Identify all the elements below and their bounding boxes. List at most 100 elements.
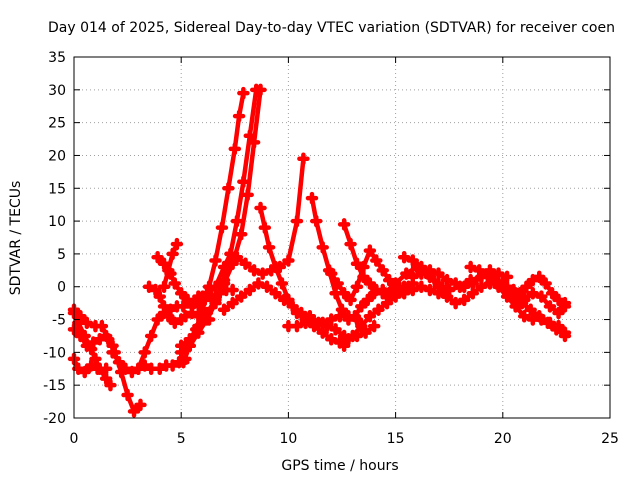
data-point-marker: [241, 188, 254, 202]
data-point-marker: [254, 201, 267, 215]
data-point-marker: [325, 313, 338, 326]
data-point-marker: [526, 287, 540, 300]
data-point-marker: [344, 237, 357, 251]
data-series: [67, 83, 572, 418]
data-point-marker: [89, 352, 102, 366]
data-point-marker: [209, 254, 222, 267]
series-arc-7: [142, 280, 216, 330]
data-point-marker: [378, 287, 392, 300]
data-point-marker: [157, 257, 171, 271]
plot-frame: [73, 56, 611, 419]
data-point-marker: [102, 332, 115, 346]
data-point-marker: [337, 339, 351, 353]
data-point-marker: [230, 214, 244, 228]
data-point-marker: [500, 270, 514, 284]
y-tick-label: 15: [48, 181, 66, 197]
data-point-marker: [361, 293, 374, 307]
data-point-marker: [226, 283, 239, 297]
data-point-marker: [168, 277, 182, 290]
data-point-marker: [457, 280, 471, 293]
data-point-marker: [258, 221, 272, 234]
data-point-marker: [226, 257, 239, 271]
data-point-marker: [104, 378, 117, 392]
series-line: [161, 241, 180, 289]
data-point-marker: [174, 287, 188, 300]
data-point-marker: [209, 293, 222, 307]
data-point-marker: [355, 319, 368, 333]
data-point-marker: [359, 326, 372, 339]
data-point-marker: [119, 362, 132, 376]
data-point-marker: [80, 316, 94, 330]
data-point-marker: [520, 280, 533, 293]
data-point-marker: [475, 280, 488, 293]
data-point-marker: [558, 326, 572, 339]
data-point-marker: [112, 355, 126, 369]
data-point-marker: [237, 175, 250, 188]
data-point-marker: [157, 300, 171, 313]
data-point-marker: [432, 280, 445, 293]
data-point-marker: [247, 264, 261, 277]
data-point-marker: [415, 280, 428, 293]
data-point-marker: [524, 303, 537, 316]
y-tick-label: -5: [52, 313, 66, 329]
data-point-marker: [134, 398, 147, 412]
data-point-marker: [162, 264, 175, 277]
data-point-marker: [166, 359, 179, 372]
y-axis-label: SDTVAR / TECUs: [8, 181, 24, 296]
series-arc-26: [509, 287, 572, 320]
data-point-marker: [121, 388, 134, 402]
data-point-marker: [282, 293, 295, 307]
data-point-marker: [342, 313, 355, 326]
x-axis-label: GPS time / hours: [281, 458, 398, 474]
data-point-marker: [397, 250, 411, 264]
data-point-marker: [552, 293, 565, 307]
data-point-marker: [78, 365, 91, 379]
data-point-marker: [275, 277, 289, 290]
data-point-marker: [440, 273, 454, 287]
data-point-marker: [144, 329, 158, 343]
data-point-marker: [74, 310, 87, 323]
series-arc-13: [192, 152, 310, 303]
grid-lines: [74, 57, 610, 418]
data-point-marker: [449, 296, 462, 310]
data-point-marker: [239, 257, 252, 271]
x-tick-label: 15: [387, 431, 405, 447]
data-point-marker: [185, 306, 199, 320]
data-point-marker: [370, 254, 383, 267]
y-tick-label: 30: [48, 83, 66, 99]
series-arc-1: [67, 306, 117, 392]
data-point-marker: [543, 300, 557, 313]
data-point-marker: [234, 227, 248, 241]
data-point-marker: [325, 267, 338, 280]
data-point-marker: [282, 254, 295, 267]
x-tick-label: 10: [279, 431, 297, 447]
data-point-marker: [305, 191, 319, 205]
data-point-marker: [157, 280, 171, 293]
data-point-marker: [389, 290, 402, 303]
data-point-marker: [153, 290, 167, 303]
data-point-marker: [543, 316, 557, 330]
data-point-marker: [316, 241, 329, 254]
data-point-marker: [307, 319, 321, 333]
data-point-marker: [95, 319, 109, 333]
data-point-marker: [558, 296, 572, 310]
data-point-marker: [200, 306, 214, 320]
data-point-marker: [517, 293, 531, 307]
data-point-marker: [174, 339, 188, 353]
data-point-marker: [299, 316, 312, 330]
data-point-marker: [370, 283, 383, 297]
series-arc-5: [106, 346, 192, 379]
data-point-marker: [262, 241, 276, 254]
data-point-marker: [552, 306, 565, 320]
data-point-marker: [99, 372, 113, 385]
data-point-marker: [535, 290, 548, 303]
data-point-marker: [517, 310, 531, 323]
data-point-marker: [432, 267, 445, 280]
data-point-marker: [125, 365, 139, 379]
y-tick-label: 25: [48, 116, 66, 132]
data-point-marker: [127, 405, 141, 418]
data-point-marker: [472, 264, 486, 277]
data-point-marker: [382, 273, 396, 287]
data-point-marker: [297, 152, 310, 165]
